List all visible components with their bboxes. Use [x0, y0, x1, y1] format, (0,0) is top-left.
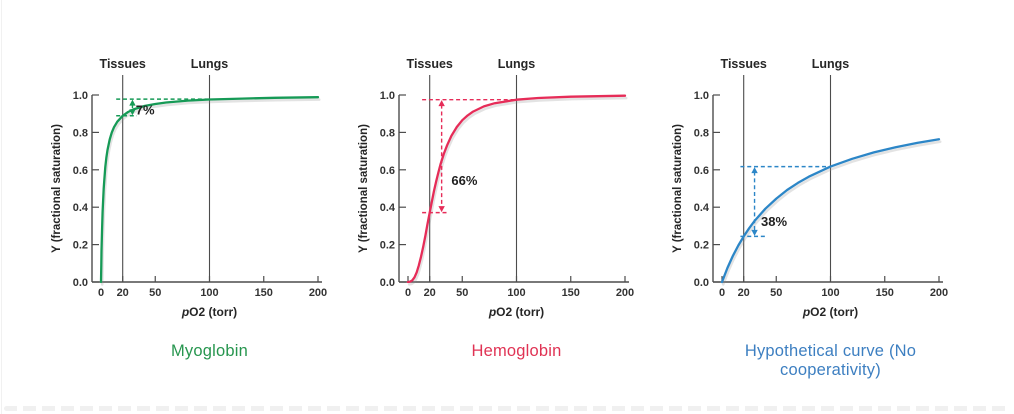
page-bottom-torn-edge: [4, 406, 1010, 411]
page-left-edge: [1, 0, 2, 414]
x-axis-title: pO2 (torr): [802, 305, 858, 319]
x-tick-label: 200: [930, 287, 948, 299]
myoglobin-plot: Tissues Lungs 0 20 50 100 150 200 0.0 0.2 0.4 0.6 0.…: [51, 57, 327, 319]
x-tick-label: 20: [424, 287, 436, 299]
y-axis-title: Y (fractional saturation): [51, 124, 63, 253]
x-tick-label: 0: [98, 287, 104, 299]
arrowhead-up: [129, 99, 136, 106]
arrowhead-up: [751, 167, 758, 174]
hemoglobin-chart: Tissues Lungs 0 20 50 100 150 200 0.0 0.2 0.4 0.6 0.…: [337, 50, 637, 380]
reference-label-lungs: Lungs: [812, 57, 850, 71]
y-tick-label: 1.0: [73, 90, 88, 102]
y-axis-title: Y (fractional saturation): [672, 124, 684, 253]
x-tick-label: 0: [405, 287, 411, 299]
y-tick-label: 0.4: [73, 202, 89, 214]
x-tick-label: 50: [456, 287, 468, 299]
arrowhead-down: [751, 229, 758, 236]
reference-label-tissues: Tissues: [721, 57, 767, 71]
myoglobin-legend-label: Myoglobin: [170, 342, 248, 360]
hemoglobin-plot: Tissues Lungs 0 20 50 100 150 200 0.0 0.2 0.4 0.6 0.…: [358, 57, 634, 319]
y-tick-label: 0.8: [73, 127, 88, 139]
y-tick-label: 0.6: [380, 165, 395, 177]
x-tick-label: 0: [719, 287, 725, 299]
curve-shadow: [721, 140, 942, 286]
y-tick-label: 0.6: [694, 165, 709, 177]
hypothetical-curve-legend-label: Hypothetical curve (No cooperativity): [744, 342, 917, 379]
y-tick-label: 0.2: [694, 240, 709, 252]
y-tick-label: 0.4: [380, 202, 396, 214]
hemoglobin-legend-label: Hemoglobin: [471, 342, 562, 360]
x-tick-label: 100: [507, 287, 525, 299]
difference-percent-label: 38%: [761, 214, 787, 229]
x-tick-label: 200: [309, 287, 327, 299]
y-tick-label: 0.6: [73, 165, 88, 177]
x-tick-label: 100: [821, 287, 839, 299]
x-tick-label: 100: [200, 287, 218, 299]
curve-shadow: [407, 96, 628, 286]
y-axis-title: Y (fractional saturation): [358, 124, 370, 253]
arrowhead-up: [438, 100, 445, 107]
y-tick-label: 0.8: [380, 127, 395, 139]
y-tick-label: 0.0: [380, 277, 395, 289]
saturation-curve: [720, 138, 941, 284]
y-tick-label: 0.4: [694, 202, 710, 214]
hypothetical-curve-chart: Tissues Lungs 0 20 50 100 150 200 0.0 0.2 0.4 0.6 0.…: [651, 50, 951, 380]
y-tick-label: 0.2: [73, 240, 88, 252]
x-axis-title: pO2 (torr): [488, 305, 544, 319]
reference-label-tissues: Tissues: [407, 57, 453, 71]
difference-percent-label: 7%: [136, 103, 155, 118]
y-tick-label: 1.0: [380, 90, 395, 102]
y-tick-label: 0.2: [380, 240, 395, 252]
x-tick-label: 50: [770, 287, 782, 299]
curve-shadow: [100, 98, 321, 286]
x-tick-label: 150: [255, 287, 273, 299]
reference-label-lungs: Lungs: [498, 57, 536, 71]
y-tick-label: 0.0: [73, 277, 88, 289]
reference-label-tissues: Tissues: [100, 57, 146, 71]
x-tick-label: 20: [738, 287, 750, 299]
hypothetical-curve-plot: Tissues Lungs 0 20 50 100 150 200 0.0 0.2 0.4 0.6 0.…: [672, 57, 948, 319]
x-tick-label: 200: [616, 287, 634, 299]
x-tick-label: 150: [876, 287, 894, 299]
saturation-curve: [99, 96, 320, 284]
x-axis-title: pO2 (torr): [181, 305, 237, 319]
x-tick-label: 50: [149, 287, 161, 299]
reference-label-lungs: Lungs: [191, 57, 229, 71]
myoglobin-chart: Tissues Lungs 0 20 50 100 150 200 0.0 0.2 0.4 0.6 0.…: [30, 50, 330, 380]
arrowhead-down: [438, 206, 445, 213]
saturation-curve: [406, 94, 627, 284]
x-tick-label: 20: [117, 287, 129, 299]
y-tick-label: 0.0: [694, 277, 709, 289]
y-tick-label: 0.8: [694, 127, 709, 139]
y-tick-label: 1.0: [694, 90, 709, 102]
arrowhead-down: [129, 109, 136, 116]
x-tick-label: 150: [562, 287, 580, 299]
difference-percent-label: 66%: [451, 173, 477, 188]
